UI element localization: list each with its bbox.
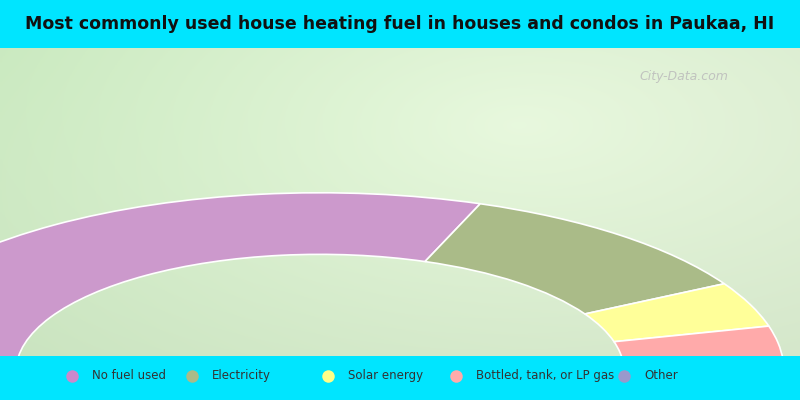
Wedge shape (614, 326, 783, 364)
Text: No fuel used: No fuel used (92, 369, 166, 382)
Wedge shape (585, 284, 769, 342)
Wedge shape (425, 204, 724, 314)
Text: Other: Other (644, 369, 678, 382)
Wedge shape (0, 193, 480, 371)
Text: City-Data.com: City-Data.com (639, 70, 728, 82)
Text: Bottled, tank, or LP gas: Bottled, tank, or LP gas (476, 369, 614, 382)
Text: Most commonly used house heating fuel in houses and condos in Paukaa, HI: Most commonly used house heating fuel in… (26, 15, 774, 33)
Wedge shape (623, 360, 784, 371)
Text: Solar energy: Solar energy (348, 369, 423, 382)
Text: Electricity: Electricity (212, 369, 271, 382)
